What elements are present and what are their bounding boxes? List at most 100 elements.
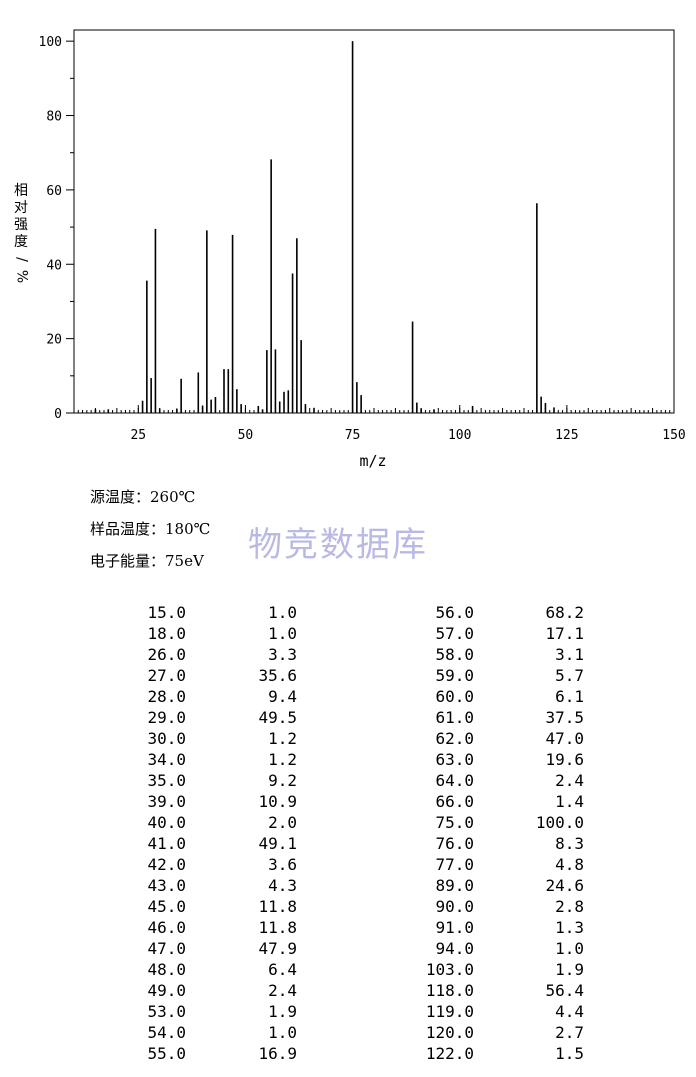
mz-value: 64.0 xyxy=(435,771,474,790)
mz-value: 120.0 xyxy=(425,1023,474,1042)
y-tick-label: 60 xyxy=(46,184,62,199)
x-tick-label: 150 xyxy=(662,428,685,443)
x-axis: 25 50 75 100 125 150 xyxy=(130,405,686,443)
mz-value: 39.0 xyxy=(147,792,186,811)
mz-value: 66.0 xyxy=(435,792,474,811)
watermark: 物竞数据库 xyxy=(248,525,428,565)
intensity-value: 10.9 xyxy=(258,792,297,811)
table-row: 54.0 1.0 120.0 2.7 xyxy=(0,1022,696,1043)
y-axis-title-char: 对 xyxy=(14,200,28,216)
intensity-value: 8.3 xyxy=(555,834,584,853)
intensity-value: 4.3 xyxy=(268,876,297,895)
mz-value: 60.0 xyxy=(435,687,474,706)
mz-value: 77.0 xyxy=(435,855,474,874)
table-row: 15.0 1.0 56.0 68.2 xyxy=(0,602,696,623)
table-row: 42.0 3.6 77.0 4.8 xyxy=(0,854,696,875)
x-tick-label: 100 xyxy=(448,428,471,443)
mz-value: 47.0 xyxy=(147,939,186,958)
intensity-value: 1.0 xyxy=(555,939,584,958)
x-minor-ticks xyxy=(73,408,675,413)
intensity-value: 6.1 xyxy=(555,687,584,706)
intensity-value: 1.2 xyxy=(268,750,297,769)
intensity-value: 3.6 xyxy=(268,855,297,874)
x-tick-label: 125 xyxy=(555,428,578,443)
intensity-value: 56.4 xyxy=(545,981,584,1000)
intensity-value: 16.9 xyxy=(258,1044,297,1063)
intensity-value: 100.0 xyxy=(535,813,584,832)
intensity-value: 9.2 xyxy=(268,771,297,790)
mz-value: 63.0 xyxy=(435,750,474,769)
mz-value: 42.0 xyxy=(147,855,186,874)
table-row: 27.0 35.6 59.0 5.7 xyxy=(0,665,696,686)
table-row: 48.0 6.4 103.0 1.9 xyxy=(0,959,696,980)
intensity-value: 17.1 xyxy=(545,624,584,643)
intensity-value: 4.8 xyxy=(555,855,584,874)
table-row: 55.0 16.9 122.0 1.5 xyxy=(0,1043,696,1064)
intensity-value: 2.4 xyxy=(555,771,584,790)
mz-value: 29.0 xyxy=(147,708,186,727)
intensity-value: 5.7 xyxy=(555,666,584,685)
mass-spectrum-chart: 0 20 40 60 80 100 25 50 75 100 125 150 m/z xyxy=(39,29,686,470)
mz-value: 56.0 xyxy=(435,603,474,622)
x-tick-label: 75 xyxy=(345,428,361,443)
table-row: 43.0 4.3 89.0 24.6 xyxy=(0,875,696,896)
intensity-value: 3.3 xyxy=(268,645,297,664)
mz-value: 76.0 xyxy=(435,834,474,853)
mz-value: 18.0 xyxy=(147,624,186,643)
intensity-value: 1.0 xyxy=(268,1023,297,1042)
intensity-value: 47.9 xyxy=(258,939,297,958)
intensity-value: 2.7 xyxy=(555,1023,584,1042)
peak-table: 15.0 1.0 56.0 68.2 18.0 1.0 57.0 17.1 26.0 3.3 58.… xyxy=(0,602,696,1064)
intensity-value: 11.8 xyxy=(258,897,297,916)
mz-value: 57.0 xyxy=(435,624,474,643)
plot-frame xyxy=(73,29,675,414)
table-row: 29.0 49.5 61.0 37.5 xyxy=(0,707,696,728)
table-row: 40.0 2.0 75.0 100.0 xyxy=(0,812,696,833)
x-tick-label: 25 xyxy=(130,428,146,443)
mz-value: 103.0 xyxy=(425,960,474,979)
table-row: 39.0 10.9 66.0 1.4 xyxy=(0,791,696,812)
intensity-value: 1.2 xyxy=(268,729,297,748)
table-row: 18.0 1.0 57.0 17.1 xyxy=(0,623,696,644)
intensity-value: 24.6 xyxy=(545,876,584,895)
mz-value: 62.0 xyxy=(435,729,474,748)
intensity-value: 2.8 xyxy=(555,897,584,916)
mz-value: 46.0 xyxy=(147,918,186,937)
intensity-value: 1.0 xyxy=(268,603,297,622)
intensity-value: 35.6 xyxy=(258,666,297,685)
mz-value: 27.0 xyxy=(147,666,186,685)
mz-value: 40.0 xyxy=(147,813,186,832)
table-row: 41.0 49.1 76.0 8.3 xyxy=(0,833,696,854)
mz-value: 91.0 xyxy=(435,918,474,937)
intensity-value: 2.4 xyxy=(268,981,297,1000)
mz-value: 49.0 xyxy=(147,981,186,1000)
mz-value: 41.0 xyxy=(147,834,186,853)
intensity-value: 1.4 xyxy=(555,792,584,811)
intensity-value: 11.8 xyxy=(258,918,297,937)
source-temperature: 源温度：260℃ xyxy=(90,488,196,506)
mz-value: 30.0 xyxy=(147,729,186,748)
mz-value: 89.0 xyxy=(435,876,474,895)
table-row: 26.0 3.3 58.0 3.1 xyxy=(0,644,696,665)
mz-value: 94.0 xyxy=(435,939,474,958)
intensity-value: 1.9 xyxy=(555,960,584,979)
y-axis-title-char: 度 xyxy=(14,234,28,250)
x-axis-title: m/z xyxy=(359,452,386,470)
mz-value: 61.0 xyxy=(435,708,474,727)
intensity-value: 4.4 xyxy=(555,1002,584,1021)
y-tick-label: 0 xyxy=(54,407,62,422)
intensity-value: 49.5 xyxy=(258,708,297,727)
mz-value: 119.0 xyxy=(425,1002,474,1021)
mz-value: 15.0 xyxy=(147,603,186,622)
table-row: 45.0 11.8 90.0 2.8 xyxy=(0,896,696,917)
y-axis-title-percent: % xyxy=(13,269,30,284)
intensity-value: 1.5 xyxy=(555,1044,584,1063)
intensity-value: 19.6 xyxy=(545,750,584,769)
intensity-value: 3.1 xyxy=(555,645,584,664)
y-tick-label: 20 xyxy=(46,333,62,348)
mz-value: 54.0 xyxy=(147,1023,186,1042)
mz-value: 43.0 xyxy=(147,876,186,895)
mz-value: 45.0 xyxy=(147,897,186,916)
intensity-value: 6.4 xyxy=(268,960,297,979)
mz-value: 28.0 xyxy=(147,687,186,706)
